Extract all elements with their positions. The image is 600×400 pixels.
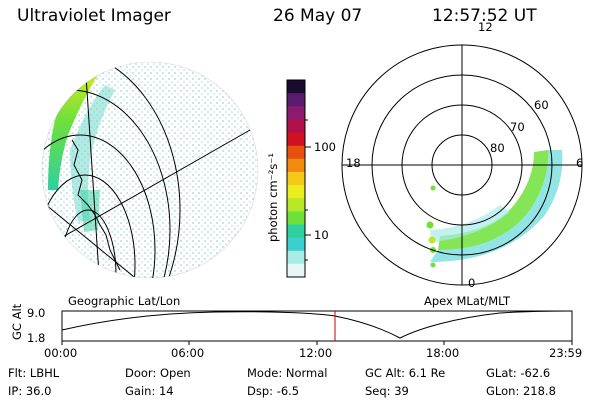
auroral-oval-outer xyxy=(430,150,563,262)
aurora-spot xyxy=(430,262,436,268)
coastline xyxy=(71,139,121,271)
altitude-xtick: 23:59 xyxy=(549,346,583,360)
date-label: 26 May 07 xyxy=(273,6,363,26)
colorbar xyxy=(286,79,311,278)
colorbar-cell xyxy=(287,250,305,265)
altitude-ylabel: GC Alt xyxy=(10,303,24,340)
altitude-ytick-bottom: 1.8 xyxy=(27,331,46,345)
polar-grid xyxy=(341,44,583,286)
info-glat: GLat: -62.6 xyxy=(486,366,551,380)
info-gc-alt: GC Alt: 6.1 Re xyxy=(365,366,446,380)
colorbar-cell xyxy=(287,185,305,199)
auroral-oval-inner xyxy=(430,205,510,242)
altitude-curve xyxy=(61,310,573,339)
aurora-spot xyxy=(426,221,434,229)
colorbar-tick-10: 10 xyxy=(314,228,329,242)
colorbar-tick-100: 100 xyxy=(314,140,336,154)
colorbar-cell xyxy=(287,119,305,134)
mlat-label-60: 60 xyxy=(534,98,549,112)
info-ip: IP: 36.0 xyxy=(8,384,52,398)
info-door: Door: Open xyxy=(125,366,191,380)
altitude-xtick: 12:00 xyxy=(299,346,333,360)
info-dsp: Dsp: -6.5 xyxy=(247,384,300,398)
time-label: 12:57:52 UT xyxy=(432,6,537,26)
info-glon: GLon: 218.8 xyxy=(486,384,556,398)
auroral-oval xyxy=(438,150,549,250)
instrument-title: Ultraviolet Imager xyxy=(17,6,171,26)
aurora-diffuse xyxy=(70,85,115,222)
altitude-plot xyxy=(61,310,573,345)
colorbar-cell xyxy=(287,171,305,186)
colorbar-label: photon cm⁻²s⁻¹ xyxy=(266,153,280,242)
apex-caption: Apex MLat/MLT xyxy=(424,294,511,308)
colorbar-cell xyxy=(287,93,305,107)
mlt-label-18: 18 xyxy=(346,156,361,170)
info-gain: Gain: 14 xyxy=(125,384,174,398)
info-mode: Mode: Normal xyxy=(247,366,328,380)
altitude-xtick: 06:00 xyxy=(171,346,205,360)
aurora-patch xyxy=(80,190,100,232)
info-seq: Seq: 39 xyxy=(365,384,409,398)
colorbar-cell xyxy=(287,198,305,212)
aurora-arc xyxy=(48,62,104,190)
colorbar-cell xyxy=(287,211,305,225)
disk-outline xyxy=(41,61,259,279)
mlat-label-70: 70 xyxy=(510,120,525,134)
polar-panel xyxy=(341,44,583,286)
geographic-caption: Geographic Lat/Lon xyxy=(68,294,181,308)
aurora-spot xyxy=(428,236,436,244)
mlt-label-0: 0 xyxy=(468,276,476,290)
info-flt: Flt: LBHL xyxy=(8,366,60,380)
colorbar-cell xyxy=(287,132,305,147)
altitude-ytick-top: 9.0 xyxy=(27,306,46,320)
colorbar-cell xyxy=(287,237,305,252)
colorbar-cell xyxy=(287,158,305,173)
colorbar-cell xyxy=(287,80,305,94)
colorbar-cell xyxy=(287,224,305,239)
mlt-label-6: 6 xyxy=(576,156,584,170)
geographic-panel xyxy=(41,61,259,279)
aurora-spot xyxy=(430,185,436,191)
altitude-xtick: 00:00 xyxy=(44,346,78,360)
mlat-label-80: 80 xyxy=(490,141,505,155)
colorbar-cell xyxy=(287,263,305,278)
mlt-label-12: 12 xyxy=(478,20,493,34)
colorbar-cell xyxy=(287,106,305,120)
colorbar-cell xyxy=(287,145,305,160)
altitude-xtick: 18:00 xyxy=(426,346,460,360)
